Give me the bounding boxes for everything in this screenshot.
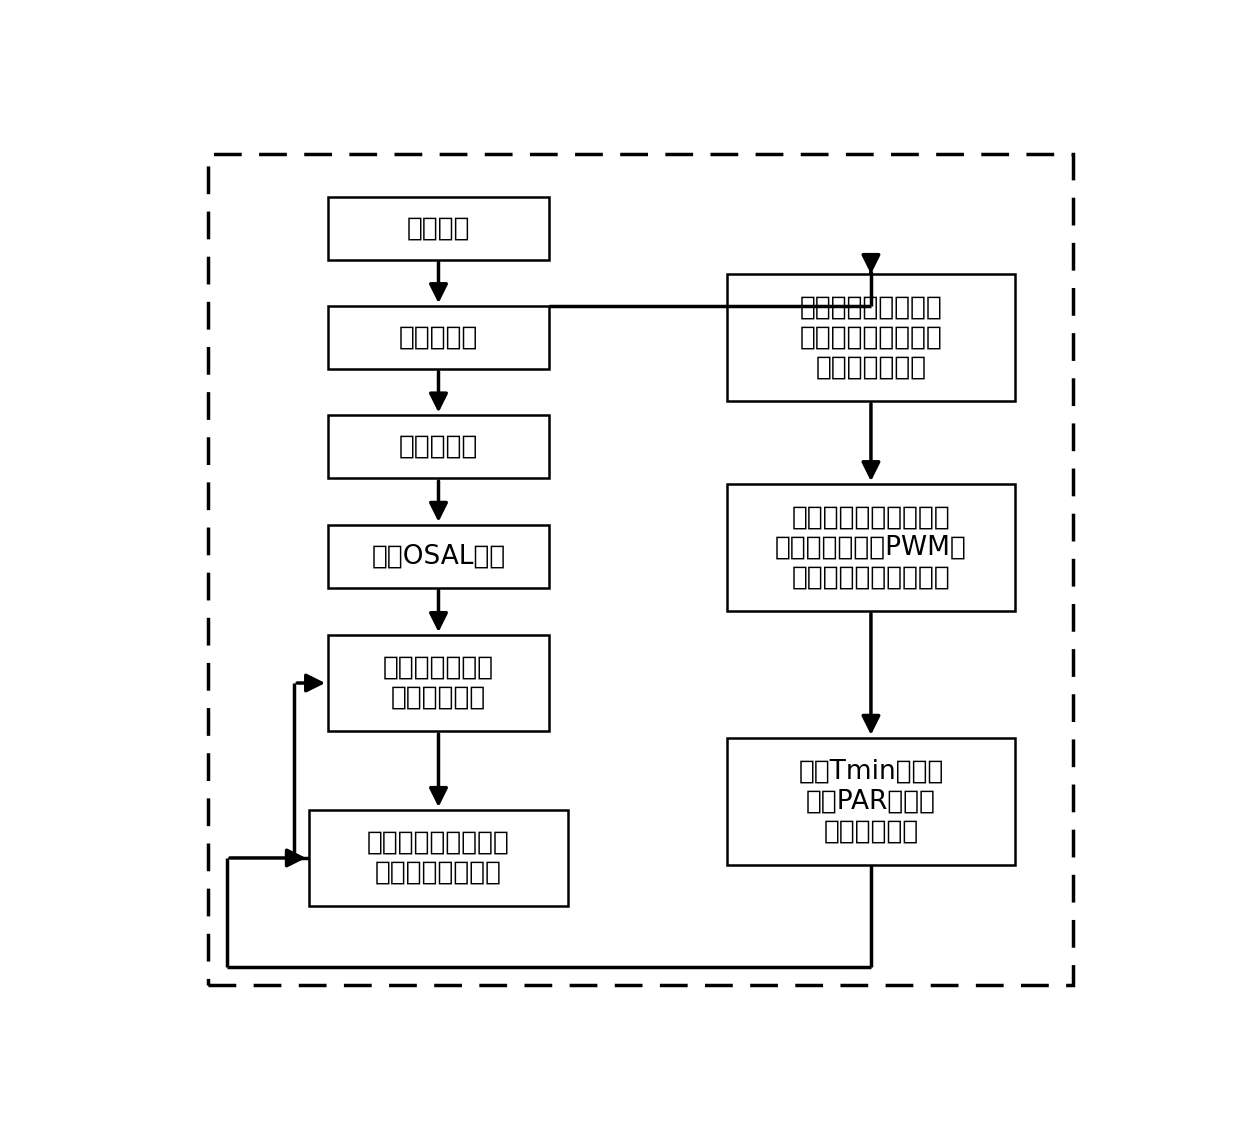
- Bar: [327, 416, 549, 478]
- Text: 建立新网络: 建立新网络: [399, 434, 479, 460]
- Bar: [309, 810, 568, 907]
- Bar: [327, 525, 549, 587]
- Bar: [727, 737, 1016, 864]
- Bar: [327, 197, 549, 260]
- Text: 进入OSAL循环: 进入OSAL循环: [371, 543, 506, 569]
- Text: 系统上电: 系统上电: [407, 215, 470, 241]
- Text: 每隔Tmin检测模
块的PAR传感器
检测环境光强: 每隔Tmin检测模 块的PAR传感器 检测环境光强: [799, 758, 944, 844]
- Text: 系统初始化: 系统初始化: [399, 325, 479, 351]
- Bar: [327, 306, 549, 369]
- Text: 顶灯与株间补光灯接收
数据包，并解析PWM占
空比信号，补光灯响应: 顶灯与株间补光灯接收 数据包，并解析PWM占 空比信号，补光灯响应: [775, 504, 967, 591]
- Text: 检测模块将环境光强
数据包发送协调器: 检测模块将环境光强 数据包发送协调器: [367, 830, 510, 886]
- Text: 检测模块、补光
模块加入网络: 检测模块、补光 模块加入网络: [383, 655, 494, 711]
- Bar: [727, 484, 1016, 611]
- Bar: [727, 274, 1016, 401]
- Bar: [327, 635, 549, 732]
- Text: 协调器将顶灯和株间
补光灯占空比数据包
以组播形式发出: 协调器将顶灯和株间 补光灯占空比数据包 以组播形式发出: [800, 294, 942, 381]
